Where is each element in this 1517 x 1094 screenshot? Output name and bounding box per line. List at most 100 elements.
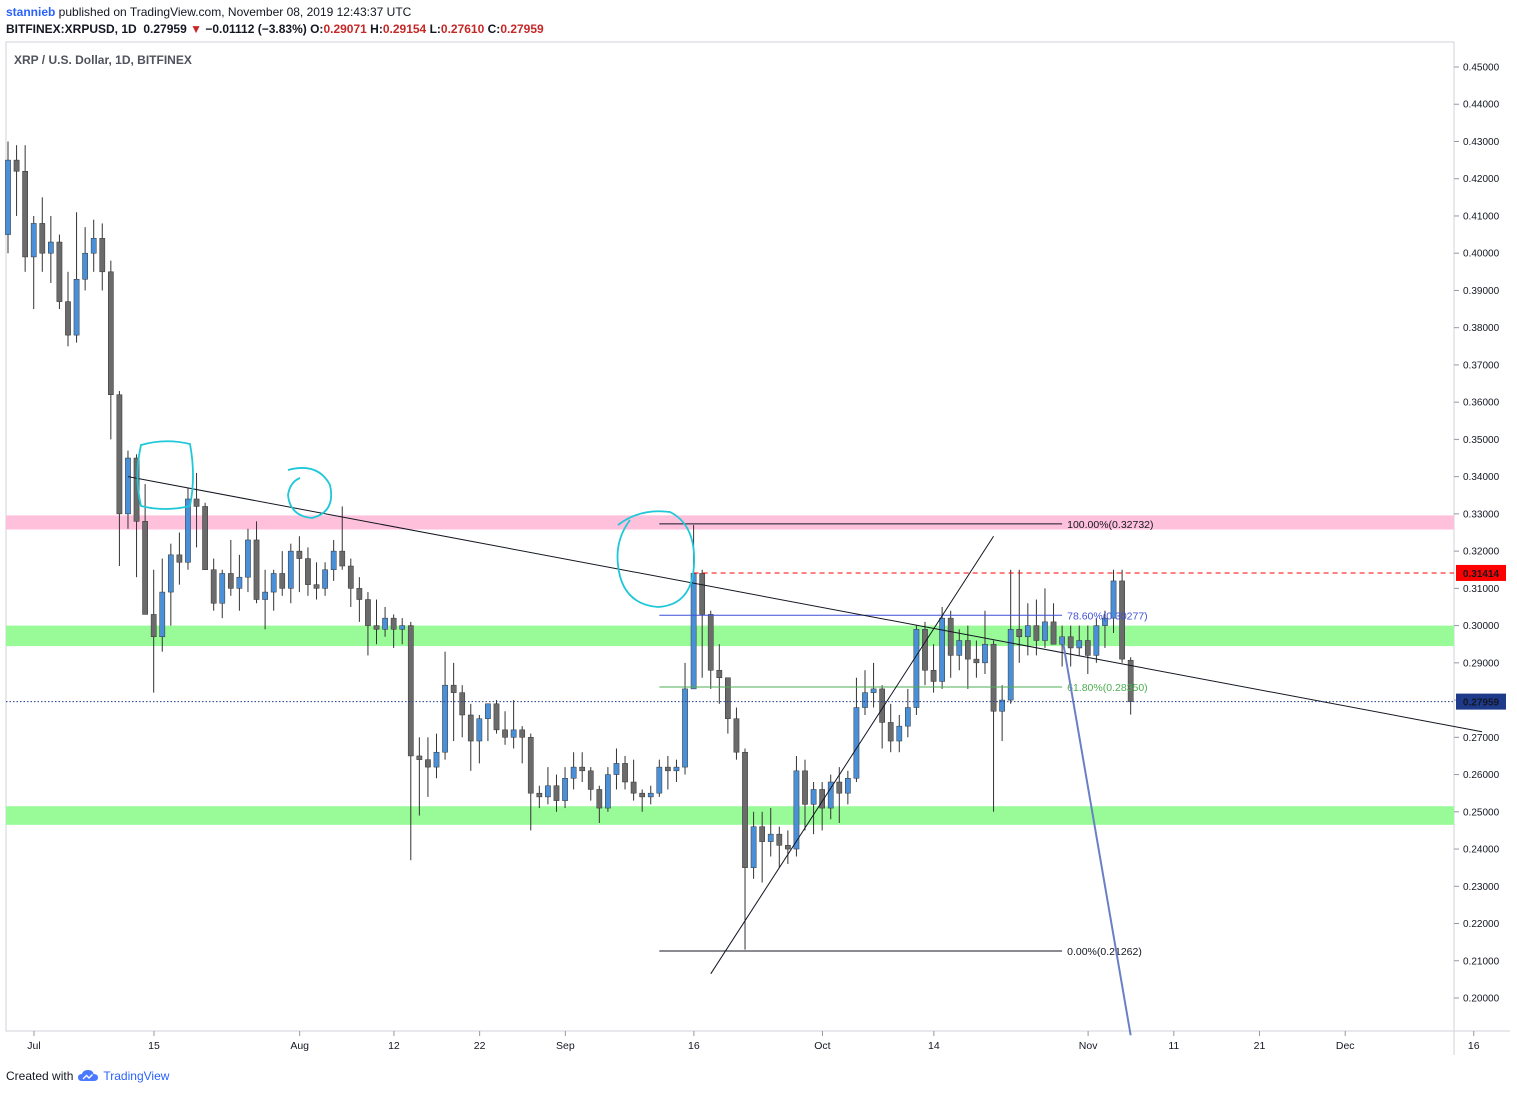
bear-candle: [519, 729, 526, 738]
bull-candle: [905, 707, 911, 727]
bull-candle: [682, 688, 688, 768]
time-tick-label: Oct: [814, 1040, 830, 1052]
bear-candle: [356, 588, 363, 600]
bear-candle: [202, 506, 208, 570]
time-tick-label: 16: [1468, 1040, 1480, 1052]
high-label: H:: [370, 22, 383, 36]
bear-candle: [467, 714, 474, 742]
time-tick-label: 16: [688, 1040, 700, 1052]
bear-candle: [99, 238, 106, 273]
bear-candle: [1127, 659, 1134, 702]
bull-candle: [510, 729, 517, 738]
bear-candle: [373, 625, 380, 630]
bear-candle: [922, 629, 928, 671]
price-tick-label: 0.20000: [1463, 994, 1500, 1005]
bear-candle: [142, 521, 148, 615]
bull-candle: [673, 766, 680, 772]
bear-candle: [65, 301, 71, 336]
price-tick-label: 0.31000: [1463, 584, 1500, 595]
bull-candle: [90, 238, 97, 254]
bear-candle: [527, 737, 534, 794]
price-badge-red: [1456, 564, 1506, 581]
last-price-badge: [1456, 693, 1506, 710]
bear-candle: [759, 826, 766, 842]
price-tick-label: 0.34000: [1463, 472, 1500, 483]
time-tick-label: Dec: [1336, 1040, 1355, 1052]
bear-candle: [502, 729, 508, 738]
bull-candle: [896, 725, 903, 742]
bear-candle: [150, 614, 157, 638]
bull-candle: [1076, 640, 1083, 649]
bull-candle: [433, 751, 440, 768]
bear-candle: [699, 573, 706, 615]
bear-candle: [416, 755, 423, 760]
bull-candle: [5, 159, 11, 235]
tradingview-cloud-icon: [78, 1070, 99, 1081]
bull-candle: [1007, 629, 1014, 701]
bull-candle: [1110, 580, 1117, 619]
price-axis[interactable]: 0.45000 0.44000 0.43000 0.42000 0.41000 0.400…: [1454, 63, 1506, 1005]
time-axis[interactable]: Jul 15 Aug 12 22 Sep 16 Oct 14 Nov 11 21 Dec 16: [27, 1031, 1480, 1052]
open-label: O:: [310, 22, 324, 36]
bull-candle: [219, 573, 226, 604]
price-tick-label: 0.43000: [1463, 137, 1500, 148]
bull-candle: [1042, 621, 1048, 641]
price-badge-label: 0.31414: [1463, 569, 1500, 580]
fib-level-label: 0.00%(0.21262): [1067, 946, 1142, 958]
bull-candle: [545, 785, 551, 798]
bear-candle: [459, 692, 466, 716]
bear-candle: [707, 614, 714, 671]
price-tick-label: 0.33000: [1463, 509, 1500, 520]
time-tick-label: Aug: [290, 1040, 309, 1052]
bull-candle: [562, 778, 568, 801]
time-tick-label: 15: [148, 1040, 160, 1052]
close-label: C:: [487, 22, 501, 36]
open-value: 0.29071: [323, 22, 367, 36]
bear-candle: [1119, 580, 1125, 660]
chart-title: XRP / U.S. Dollar, 1D, BITFINEX: [14, 53, 192, 67]
bull-candle: [442, 684, 448, 753]
bear-candle: [56, 241, 63, 302]
bull-candle: [245, 539, 251, 578]
bull-candle: [476, 718, 483, 742]
bear-candle: [630, 781, 637, 794]
price-tick-label: 0.35000: [1463, 435, 1500, 446]
symbol-info: BITFINEX:XRPUSD, 1D 0.27959 ▼ −0.01112 (…: [6, 22, 544, 36]
bear-candle: [964, 640, 971, 660]
bear-candle: [587, 770, 594, 790]
bear-candle: [13, 159, 20, 172]
bull-candle: [810, 789, 817, 805]
created-with-label: Created with: [6, 1069, 74, 1083]
close-value: 0.27959: [500, 22, 544, 36]
highlight-circle: [287, 467, 333, 519]
projection-line: [1061, 636, 1132, 1036]
price-tick-label: 0.24000: [1463, 845, 1500, 856]
publish-info: stannieb published on TradingView.com, N…: [6, 5, 411, 19]
bear-candle: [947, 617, 954, 656]
bear-candle: [665, 766, 671, 772]
publisher-link[interactable]: stannieb: [6, 5, 56, 19]
bear-candle: [579, 766, 586, 772]
time-tick-label: Nov: [1079, 1040, 1098, 1052]
zones-layer: [6, 515, 1454, 825]
bear-candle: [296, 550, 303, 559]
bear-candle: [390, 617, 397, 630]
footer: Created with TradingView: [6, 1069, 169, 1083]
bear-candle: [107, 271, 114, 395]
bull-candle: [999, 699, 1005, 712]
bear-candle: [622, 763, 628, 783]
bear-candle: [1050, 621, 1057, 645]
bear-candle: [733, 718, 740, 753]
bull-candle: [270, 573, 277, 593]
time-tick-label: Jul: [27, 1040, 40, 1052]
support-zone: [6, 806, 1454, 825]
bull-candle: [853, 707, 860, 779]
bear-candle: [887, 722, 894, 742]
bear-candle: [450, 684, 457, 693]
bull-candle: [287, 550, 294, 589]
drawings-layer: 100.00%(0.32732) 78.60%(0.30277) 61.80%(0.…: [6, 440, 1483, 1036]
bear-candle: [1033, 625, 1040, 641]
bear-candle: [553, 785, 560, 801]
tradingview-brand-link[interactable]: TradingView: [103, 1069, 170, 1083]
